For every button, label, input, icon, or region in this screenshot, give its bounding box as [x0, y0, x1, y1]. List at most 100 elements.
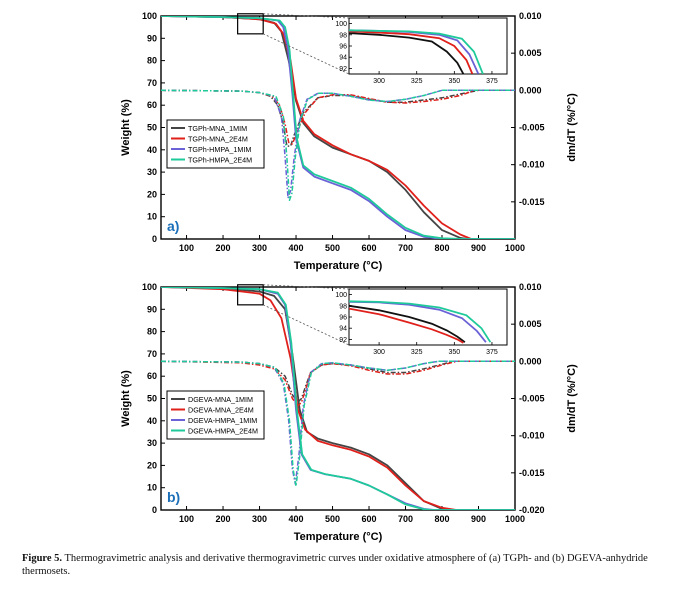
x-tick-label: 400 [289, 514, 304, 524]
y2-tick-label: -0.015 [519, 197, 545, 207]
x-tick-label: 1000 [505, 514, 525, 524]
x-axis-label: Temperature (°C) [294, 260, 383, 272]
inset-curve-2 [349, 307, 464, 344]
y-tick-label: 80 [147, 56, 157, 66]
inset-x-tick-label: 350 [448, 349, 460, 356]
y-tick-label: 40 [147, 416, 157, 426]
curves [161, 16, 515, 239]
weight-curve-4 [161, 287, 515, 510]
y2-tick-label: -0.020 [519, 505, 545, 515]
x-tick-label: 100 [179, 243, 194, 253]
x-tick-label: 600 [362, 243, 377, 253]
x-tick-label: 300 [252, 243, 267, 253]
y2-axis-label: dm/dT (%/°C) [566, 364, 578, 433]
y-tick-label: 40 [147, 145, 157, 155]
inset-y-tick-label: 100 [335, 292, 347, 299]
inset-frame [348, 17, 508, 75]
inset-y-tick-label: 94 [339, 326, 347, 333]
y2-tick-label: -0.005 [519, 123, 545, 133]
zoom-box [237, 13, 264, 35]
y-tick-label: 10 [147, 483, 157, 493]
inset-x-tick-label: 375 [486, 349, 498, 356]
y-tick-label: 60 [147, 371, 157, 381]
panel-a: 100 200 300 400 500 600 700 800 900 1000 0 10 20 30 40… [120, 11, 578, 272]
inset-x-tick-label: 325 [411, 349, 423, 356]
inset-curve-4 [349, 300, 492, 343]
y2-tick-label: 0.005 [519, 48, 542, 58]
y-tick-label: 80 [147, 327, 157, 337]
dtg-curve-4 [161, 360, 515, 487]
inset-curve-4 [349, 29, 484, 74]
y-tick-label: 100 [142, 282, 157, 292]
y-tick-label: 70 [147, 78, 157, 88]
y2-tick-label: -0.010 [519, 431, 545, 441]
curves [161, 287, 515, 510]
y-tick-label: 0 [152, 234, 157, 244]
x-tick-label: 900 [471, 514, 486, 524]
y2-tick-label: 0.000 [519, 85, 542, 95]
panel-b: 100 200 300 400 500 600 700 800 900 1000 0 10 20 30 40… [120, 282, 578, 543]
x-tick-label: 500 [325, 243, 340, 253]
x-tick-label: 200 [216, 243, 231, 253]
zoom-connector [263, 33, 350, 75]
panel-label: a) [167, 218, 179, 234]
x-tick-label: 400 [289, 243, 304, 253]
dtg-curve-1 [161, 89, 515, 147]
legend-label: TGPh-MNA_2E4M [188, 135, 248, 144]
inset-x-tick-label: 375 [486, 78, 498, 85]
y-tick-label: 30 [147, 167, 157, 177]
inset-curves [349, 300, 492, 344]
y2-axis-label: dm/dT (%/°C) [566, 93, 578, 162]
inset-frame [348, 288, 508, 346]
panel-label: b) [167, 489, 180, 505]
inset-y-tick-label: 96 [339, 315, 347, 322]
y-axis-label: Weight (%) [120, 370, 132, 427]
legend-label: DGEVA-MNA_1MIM [188, 395, 253, 404]
y2-tick-label: 0.010 [519, 282, 542, 292]
y-tick-label: 20 [147, 189, 157, 199]
legend-label: TGPh-MNA_1MIM [188, 124, 247, 133]
x-tick-label: 900 [471, 243, 486, 253]
inset-curve-2 [349, 30, 474, 74]
x-tick-label: 700 [398, 243, 413, 253]
inset-x-tick-label: 300 [373, 78, 385, 85]
legend-label: TGPh-HMPA_2E4M [188, 156, 252, 165]
y-tick-label: 90 [147, 304, 157, 314]
weight-curve-2 [161, 16, 515, 239]
x-axis-label: Temperature (°C) [294, 531, 383, 543]
y-tick-label: 0 [152, 505, 157, 515]
legend: TGPh-MNA_1MIM TGPh-MNA_2E4MTGPh-HMPA_1MIM… [166, 119, 265, 169]
y-tick-label: 10 [147, 212, 157, 222]
x-tick-label: 300 [252, 514, 267, 524]
inset-y-tick-label: 98 [339, 303, 347, 310]
caption-label: Figure 5. [22, 553, 63, 564]
y-tick-label: 50 [147, 123, 157, 133]
y2-tick-label: -0.015 [519, 468, 545, 478]
inset-x-tick-label: 300 [373, 349, 385, 356]
inset-curves [349, 29, 484, 74]
y-tick-label: 30 [147, 438, 157, 448]
inset-x-tick-label: 325 [411, 78, 423, 85]
y-tick-label: 20 [147, 460, 157, 470]
inset-y-tick-label: 100 [335, 21, 347, 28]
y-tick-label: 100 [142, 11, 157, 21]
inset-x-tick-label: 350 [448, 78, 460, 85]
y-tick-label: 60 [147, 100, 157, 110]
x-tick-label: 800 [434, 514, 449, 524]
x-tick-label: 800 [434, 243, 449, 253]
y-tick-label: 70 [147, 349, 157, 359]
weight-curve-4 [161, 16, 515, 239]
x-tick-label: 100 [179, 514, 194, 524]
y2-tick-label: -0.005 [519, 394, 545, 404]
legend-label: DGEVA-MNA_2E4M [188, 406, 254, 415]
x-tick-label: 1000 [505, 243, 525, 253]
legend-label: TGPh-HMPA_1MIM [188, 145, 251, 154]
x-tick-label: 700 [398, 514, 413, 524]
y-axis-label: Weight (%) [120, 99, 132, 156]
inset-curve-1 [349, 32, 465, 74]
y-tick-label: 50 [147, 394, 157, 404]
y2-tick-label: 0.005 [519, 319, 542, 329]
weight-curve-2 [161, 287, 515, 510]
x-tick-label: 500 [325, 514, 340, 524]
dtg-curve-4 [161, 89, 515, 202]
